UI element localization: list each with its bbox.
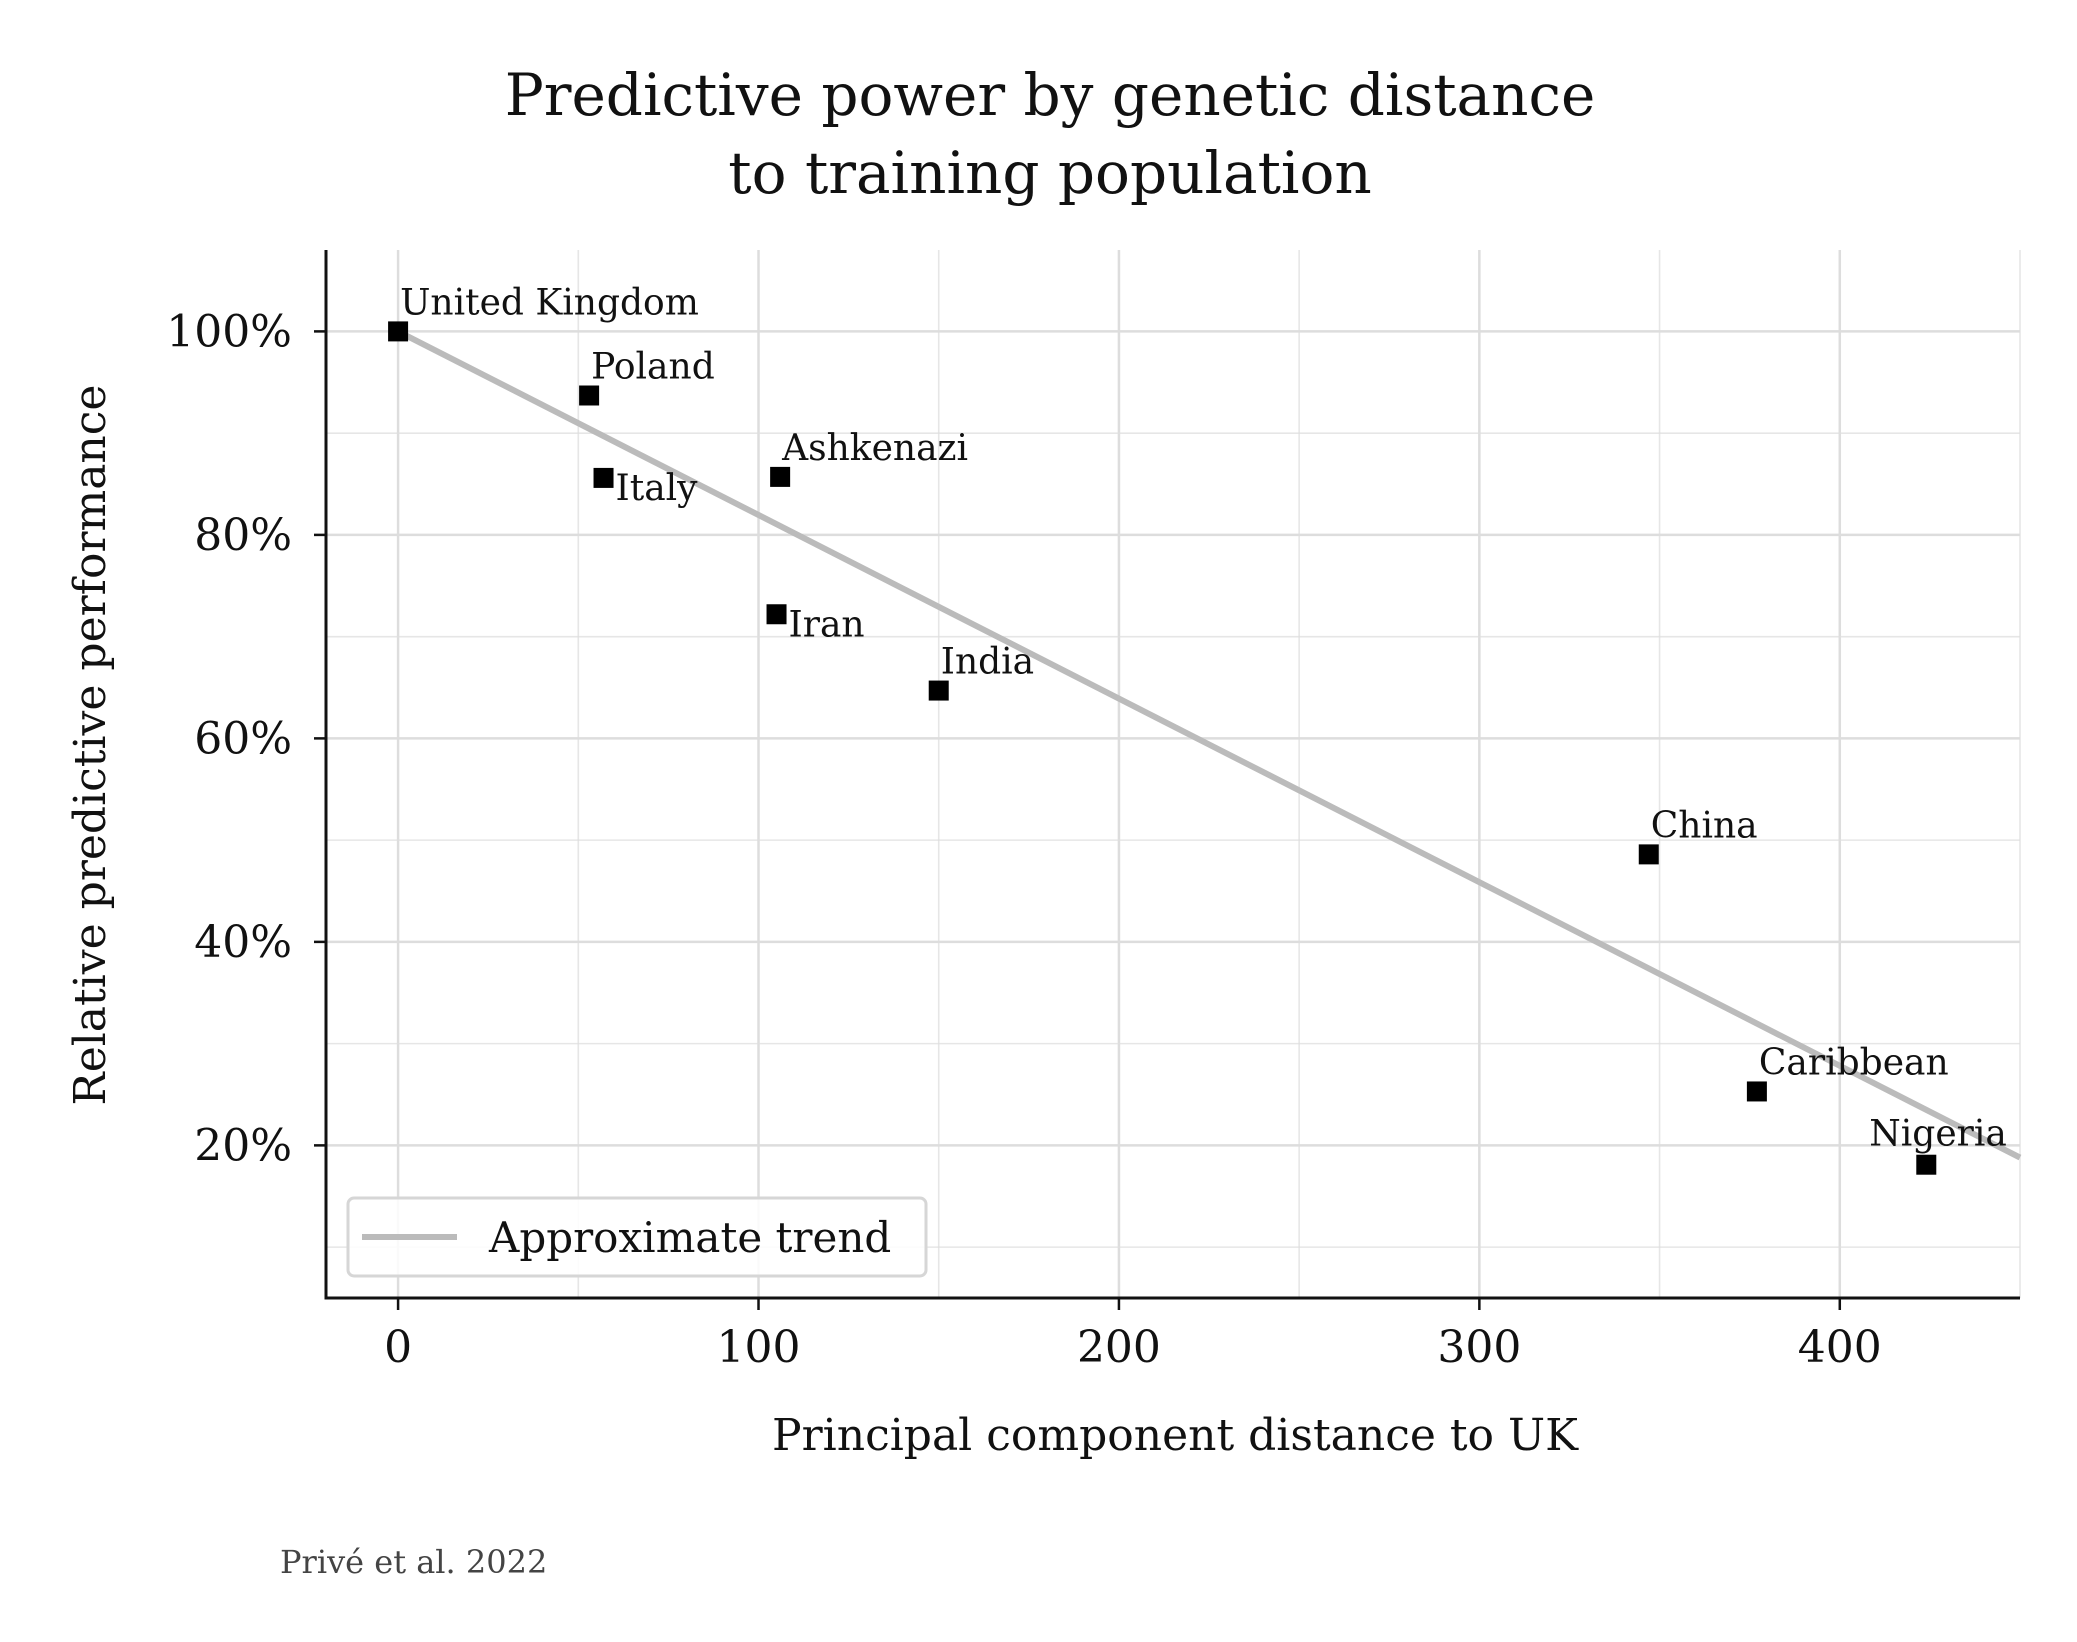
data-point-label: Iran: [789, 604, 865, 645]
data-point-label: China: [1651, 805, 1758, 846]
legend-box: [346, 1196, 928, 1278]
data-point-label: Poland: [591, 346, 715, 387]
data-point: [388, 321, 409, 342]
legend: Approximate trend: [346, 1196, 928, 1278]
x-tick-label: 200: [1077, 1322, 1161, 1373]
grid: [326, 250, 2021, 1298]
y-tick-label: 100%: [166, 306, 292, 357]
data-point: [1916, 1154, 1937, 1175]
legend-trend-label: Approximate trend: [488, 1213, 891, 1262]
source-note: Privé et al. 2022: [280, 1543, 547, 1581]
x-tick-label: 0: [384, 1322, 412, 1373]
ticks: 0 100 200 300 400 20% 40% 60% 80% 100%: [166, 306, 1882, 1373]
data-point-label: Caribbean: [1759, 1042, 1949, 1083]
x-tick-label: 400: [1798, 1322, 1882, 1373]
trend-layer: [396, 328, 2022, 1161]
y-tick-label: 60%: [194, 713, 292, 764]
data-point: [770, 466, 791, 487]
y-axis-label: Relative predictive performance: [65, 385, 116, 1106]
data-point-label: Nigeria: [1869, 1114, 2007, 1155]
chart-title-line-1: Predictive power by genetic distance: [505, 61, 1596, 129]
data-point: [593, 467, 614, 488]
y-tick-label: 40%: [194, 917, 292, 968]
data-point: [579, 385, 600, 406]
points-layer: United Kingdom Poland Italy Ashkenazi Iran In…: [388, 282, 2007, 1175]
data-point-label: India: [941, 642, 1034, 683]
x-tick-label: 300: [1437, 1322, 1521, 1373]
data-point-label: Italy: [616, 468, 699, 509]
data-point: [928, 680, 949, 701]
axes: [324, 250, 2020, 1300]
y-tick-label: 80%: [194, 510, 292, 561]
data-point: [766, 604, 787, 625]
data-point: [1746, 1081, 1767, 1102]
trend-line: [396, 328, 2022, 1161]
data-point: [1638, 844, 1659, 865]
data-point-label: Ashkenazi: [781, 428, 968, 469]
chart-title-line-2: to training population: [728, 139, 1371, 207]
y-tick-label: 20%: [194, 1120, 292, 1171]
x-axis-label: Principal component distance to UK: [772, 1410, 1579, 1461]
x-tick-label: 100: [717, 1322, 801, 1373]
data-point-label: United Kingdom: [400, 282, 699, 323]
